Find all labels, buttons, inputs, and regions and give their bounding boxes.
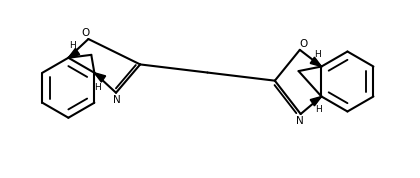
Polygon shape <box>94 73 105 82</box>
Polygon shape <box>310 57 321 67</box>
Text: N: N <box>113 95 121 105</box>
Text: H: H <box>314 50 321 59</box>
Text: H: H <box>69 41 76 50</box>
Text: N: N <box>296 116 303 126</box>
Text: O: O <box>299 39 307 49</box>
Text: H: H <box>94 83 101 92</box>
Polygon shape <box>68 48 80 58</box>
Text: H: H <box>315 105 322 114</box>
Text: O: O <box>81 28 89 38</box>
Polygon shape <box>310 96 321 106</box>
